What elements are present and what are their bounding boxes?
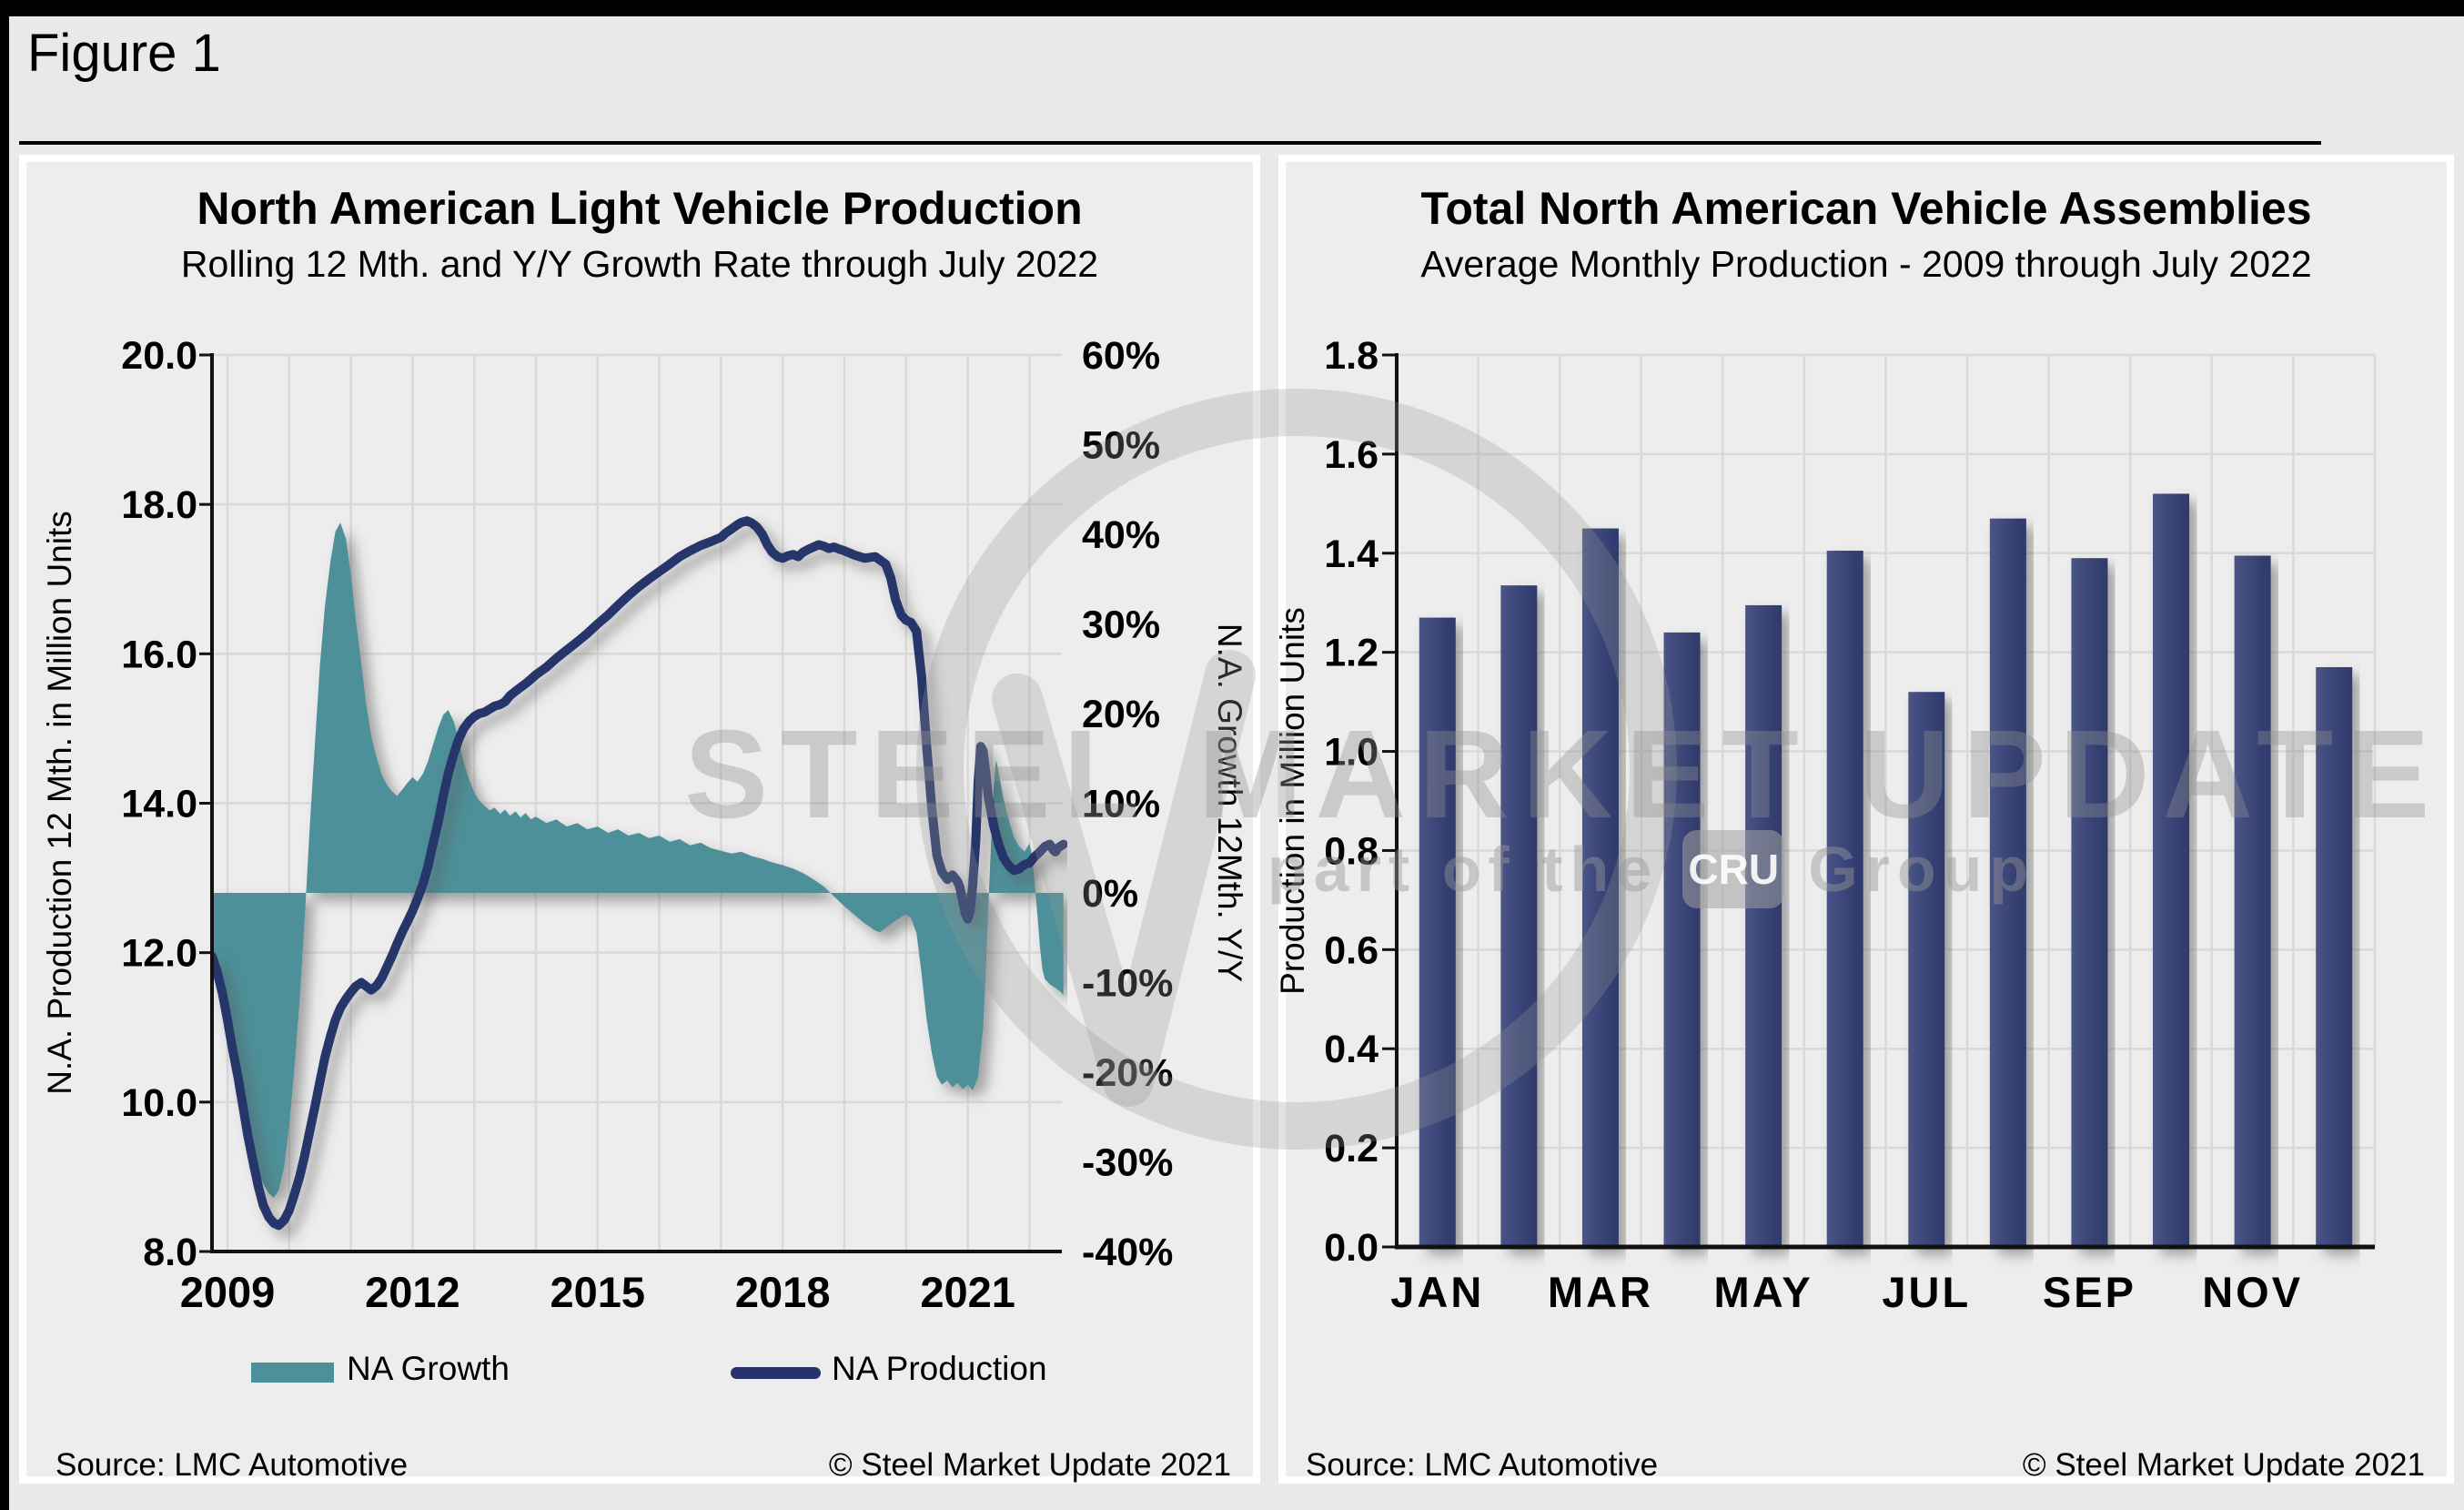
left-chart-subtitle: Rolling 12 Mth. and Y/Y Growth Rate thro… [180,243,1099,285]
production-growth-chart: 20.0 18.0 16.0 14.0 12.0 10.0 8.0 60% 50% 40% 30% 2… [41,334,1248,1316]
month-tick-label: MAY [1714,1268,1813,1316]
right-y-tick-label: 30% [1082,603,1160,647]
na-growth-legend-label: NA Growth [347,1350,510,1387]
right-chart-subtitle: Average Monthly Production - 2009 throug… [1420,243,2312,285]
figure-label: Figure 1 [27,24,221,83]
left-chart-legend: NA Growth NA Production [19,1343,1260,1406]
x-tick-label: 2021 [920,1268,1015,1316]
left-copyright-note: © Steel Market Update 2021 [828,1447,1231,1483]
right-y-tick-label: -30% [1082,1141,1173,1185]
bar-may [1745,604,1782,1247]
na-growth-swatch [251,1363,334,1383]
bar-aug [1989,518,2026,1247]
y-tick-label: 0.6 [1324,928,1378,972]
na-production-line-series [212,516,1067,1231]
month-tick-label: NOV [2202,1268,2303,1316]
monthly-bars [1419,493,2353,1247]
left-y-tick-label: 18.0 [121,483,197,527]
right-y-tick-label: -10% [1082,962,1173,1006]
month-tick-label: JAN [1390,1268,1484,1316]
y-tick-label: 0.4 [1324,1028,1378,1071]
na-growth-area-series [212,522,1064,1198]
title-rule [19,141,2321,145]
bar-jul [1908,692,1945,1247]
bar-jan [1419,617,1456,1247]
right-copyright-note: © Steel Market Update 2021 [2022,1447,2425,1483]
y-tick-label: 1.6 [1324,433,1378,477]
y-tick-label: 0.2 [1324,1127,1378,1171]
right-y-tick-label: 60% [1082,334,1160,378]
bar-feb [1500,585,1538,1247]
month-tick-label: SEP [2043,1268,2136,1316]
x-tick-label: 2018 [735,1268,831,1316]
right-y-tick-label: -40% [1082,1231,1173,1274]
y-tick-label: 1.0 [1324,731,1378,775]
y-tick-label: 0.0 [1324,1226,1378,1270]
na-production-legend-label: NA Production [832,1350,1047,1387]
y-tick-label: 0.8 [1324,829,1378,873]
right-y-tick-label: 50% [1082,424,1160,468]
left-y-tick-label: 12.0 [121,932,197,976]
bar-apr [1663,632,1701,1247]
month-tick-label: MAR [1548,1268,1653,1316]
bar-jun [1826,551,1863,1247]
month-tick-label: JUL [1882,1268,1971,1316]
right-y-tick-label: 40% [1082,513,1160,557]
bar-sep [2071,558,2108,1247]
left-chart-panel: North American Light Vehicle Production … [19,155,1260,1484]
left-chart-title: North American Light Vehicle Production [197,183,1083,234]
right-chart-axes [1395,353,2375,1250]
y-tick-label: 1.8 [1324,334,1378,378]
right-source-note: Source: LMC Automotive [1306,1447,1659,1483]
y-tick-label: 1.4 [1324,532,1378,576]
x-tick-label: 2009 [180,1268,276,1316]
y-axis-title: Production in Million Units [1278,607,1311,995]
bar-mar [1581,528,1619,1247]
monthly-assemblies-bar-chart: 1.8 1.6 1.4 1.2 1.0 0.8 0.6 0.4 0.2 0.0 JAN MAR MAY J… [1278,334,2377,1316]
right-chart-gridlines [1397,353,2377,1247]
right-y-tick-label: 20% [1082,693,1160,736]
na-production-swatch [731,1367,821,1379]
bar-nov [2234,555,2271,1247]
right-y-tick-label: 10% [1082,783,1160,826]
x-tick-label: 2015 [550,1268,646,1316]
right-chart-title: Total North American Vehicle Assemblies [1420,183,2312,234]
left-y-tick-label: 10.0 [121,1081,197,1125]
left-source-note: Source: LMC Automotive [56,1447,409,1483]
right-chart-panel: Total North American Vehicle Assemblies … [1278,155,2454,1484]
left-y-tick-label: 14.0 [121,783,197,826]
left-y-tick-label: 16.0 [121,633,197,676]
x-tick-label: 2012 [365,1268,460,1316]
left-y-axis-title: N.A. Production 12 Mth. in Million Units [41,511,78,1095]
right-y-tick-label: -20% [1082,1051,1173,1095]
left-y-tick-label: 8.0 [143,1231,197,1274]
bar-oct [2153,493,2190,1247]
bar-dec [2316,667,2353,1247]
right-y-tick-label: 0% [1082,872,1138,916]
left-y-tick-label: 20.0 [121,334,197,378]
figure-content: Figure 1 North American Light Vehicle Pr… [9,16,2464,1510]
right-y-axis-title: N.A. Growth 12Mth. Y/Y [1211,623,1248,982]
y-tick-label: 1.2 [1324,632,1378,675]
